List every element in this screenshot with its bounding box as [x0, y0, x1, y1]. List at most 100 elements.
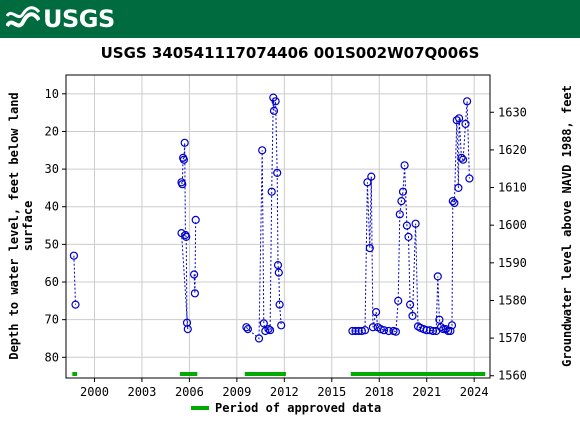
data-point-39 — [367, 172, 376, 181]
y-left-tick-label-50: 50 — [45, 237, 59, 251]
data-point-66 — [435, 315, 444, 324]
data-point-6 — [180, 138, 189, 147]
series-line-1-0 — [352, 101, 470, 333]
y-left-tick-label-60: 60 — [45, 275, 59, 289]
x-axis-ticks: 2000 2003 2006 2009 2012 2015 2018 2021 2024 — [80, 378, 489, 399]
y-right-tick-label-1590: 1590 — [498, 256, 527, 270]
usgs-header-bar: USGS — [0, 0, 580, 38]
y-axis-left-label: Depth to water level, feet below landsur… — [7, 92, 35, 359]
approved-period-0 — [72, 372, 78, 376]
data-point-13 — [190, 289, 199, 298]
data-point-54 — [404, 232, 413, 241]
y-left-ticks: 10 20 30 40 50 60 70 80 — [45, 87, 66, 364]
y-right-tick-label-1620: 1620 — [498, 143, 527, 157]
data-point-25 — [269, 106, 279, 115]
data-point-35 — [357, 326, 366, 336]
data-point-19 — [259, 319, 268, 328]
data-point-76 — [454, 183, 463, 192]
data-point-5 — [179, 155, 188, 164]
x-tick-label-2009: 2009 — [222, 385, 251, 399]
data-point-77 — [455, 114, 464, 123]
data-point-51 — [398, 187, 408, 196]
x-tick-label-2024: 2024 — [460, 385, 489, 399]
y-right-tick-label-1630: 1630 — [498, 105, 527, 119]
data-point-81 — [463, 97, 472, 106]
data-point-48 — [394, 296, 403, 305]
y-axis-left-label-line-0: Depth to water level, feet below land — [7, 92, 21, 359]
data-point-1 — [71, 300, 80, 309]
data-point-10 — [183, 325, 192, 334]
x-tick-label-2012: 2012 — [270, 385, 299, 399]
approved-period-3 — [350, 372, 486, 376]
data-point-0 — [69, 251, 79, 260]
data-point-41 — [372, 308, 381, 317]
data-point-47 — [391, 327, 400, 336]
data-point-11 — [177, 229, 186, 238]
data-point-22 — [266, 326, 275, 335]
data-point-65 — [433, 272, 442, 281]
data-point-62 — [425, 326, 434, 335]
usgs-logo[interactable]: USGS — [6, 5, 115, 33]
data-point-69 — [441, 325, 450, 334]
usgs-wave-icon — [6, 6, 40, 28]
data-point-16 — [243, 325, 252, 334]
data-point-75 — [452, 116, 461, 125]
data-point-50 — [397, 197, 406, 206]
x-tick-label-2000: 2000 — [80, 385, 109, 399]
data-point-21 — [264, 325, 273, 334]
y-right-tick-label-1580: 1580 — [498, 293, 527, 307]
data-point-44 — [379, 326, 389, 335]
data-point-29 — [274, 268, 283, 277]
series-lines — [73, 97, 470, 340]
data-point-31 — [277, 321, 286, 330]
y-left-tick-label-20: 20 — [45, 124, 59, 138]
data-point-15 — [242, 323, 251, 332]
data-point-63 — [428, 326, 438, 336]
x-tick-label-2018: 2018 — [365, 385, 394, 399]
data-point-26 — [271, 97, 280, 106]
data-point-27 — [273, 168, 282, 177]
approved-period-1 — [179, 372, 198, 376]
data-point-74 — [450, 198, 459, 208]
y-right-tick-label-1600: 1600 — [498, 218, 527, 232]
data-points — [69, 93, 474, 343]
data-point-3 — [178, 180, 187, 189]
data-point-33 — [351, 326, 360, 336]
y-left-tick-label-40: 40 — [45, 200, 59, 214]
y-right-tick-label-1570: 1570 — [498, 331, 527, 345]
data-point-34 — [354, 326, 363, 336]
data-point-55 — [406, 300, 415, 309]
y-axis-left-label-line-1: surface — [21, 201, 35, 252]
data-point-82 — [465, 174, 474, 183]
data-point-49 — [395, 210, 404, 219]
data-point-37 — [363, 178, 372, 187]
y-axis-right-label: Groundwater level above NAVD 1988, feet — [560, 85, 574, 367]
data-point-12 — [190, 270, 199, 279]
approved-period-2 — [244, 372, 286, 376]
data-point-79 — [459, 155, 468, 164]
data-point-61 — [422, 326, 431, 335]
data-point-23 — [267, 187, 276, 196]
usgs-logo-text: USGS — [43, 5, 115, 33]
data-point-72 — [447, 321, 457, 330]
plot-frame — [65, 74, 491, 379]
data-point-80 — [461, 119, 470, 129]
data-point-56 — [408, 311, 417, 320]
x-tick-label-2003: 2003 — [127, 385, 156, 399]
data-point-14 — [191, 215, 200, 224]
data-point-30 — [275, 300, 284, 309]
y-left-tick-label-10: 10 — [45, 87, 59, 101]
series-line-0-3 — [246, 97, 282, 340]
data-point-17 — [254, 334, 264, 343]
y-left-tick-label-30: 30 — [45, 162, 59, 176]
data-point-53 — [402, 221, 411, 230]
data-point-38 — [365, 244, 374, 253]
data-point-18 — [258, 146, 267, 155]
series-line-0-0 — [73, 255, 76, 305]
data-point-67 — [436, 323, 446, 332]
data-point-32 — [348, 326, 357, 336]
x-tick-label-2015: 2015 — [317, 385, 346, 399]
y-right-ticks: 1560 1570 1580 1590 1600 1610 1620 1630 — [490, 105, 527, 383]
data-point-70 — [444, 326, 453, 336]
data-point-78 — [457, 153, 466, 162]
